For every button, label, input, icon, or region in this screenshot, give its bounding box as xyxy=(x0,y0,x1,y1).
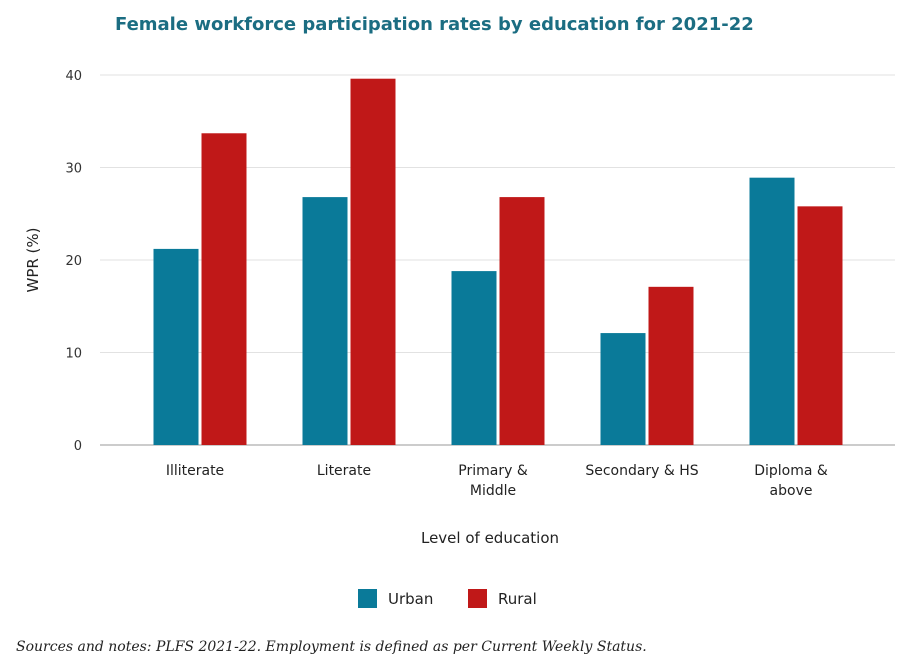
x-axis-label: Level of education xyxy=(421,529,559,547)
legend-swatch-rural xyxy=(468,589,487,608)
y-tick-label: 10 xyxy=(65,347,82,362)
y-ticks: 0 10 20 30 40 xyxy=(65,69,82,454)
source-note: Sources and notes: PLFS 2021-22. Employm… xyxy=(16,639,647,655)
bar-urban xyxy=(749,177,795,446)
x-tick-label: Secondary & HS xyxy=(585,463,698,479)
x-tick-label: Diploma & xyxy=(754,463,828,479)
bar-urban xyxy=(302,197,348,445)
legend: Urban Rural xyxy=(358,589,537,608)
bar-rural xyxy=(648,286,694,445)
bars xyxy=(153,78,843,446)
x-tick-label: Illiterate xyxy=(166,463,224,479)
bar-rural xyxy=(350,78,396,445)
chart-title: Female workforce participation rates by … xyxy=(115,14,754,35)
bar-rural xyxy=(201,133,247,445)
x-tick-label: Middle xyxy=(470,483,516,499)
legend-label-urban: Urban xyxy=(388,590,433,608)
y-tick-label: 30 xyxy=(65,162,82,177)
y-tick-label: 0 xyxy=(74,439,82,454)
bar-rural xyxy=(797,206,843,445)
legend-swatch-urban xyxy=(358,589,377,608)
x-tick-label: Primary & xyxy=(458,463,528,479)
legend-label-rural: Rural xyxy=(498,590,537,608)
bar-urban xyxy=(600,333,646,445)
y-axis-label: WPR (%) xyxy=(24,227,42,292)
bar-urban xyxy=(451,271,497,445)
bar-rural xyxy=(499,197,545,445)
x-tick-labels: Illiterate Literate Primary & Middle Seconda… xyxy=(166,463,828,499)
y-tick-label: 20 xyxy=(65,254,82,269)
x-tick-label: Literate xyxy=(317,463,371,479)
y-tick-label: 40 xyxy=(65,69,82,84)
x-tick-label: above xyxy=(770,483,813,499)
bar-urban xyxy=(153,248,199,445)
